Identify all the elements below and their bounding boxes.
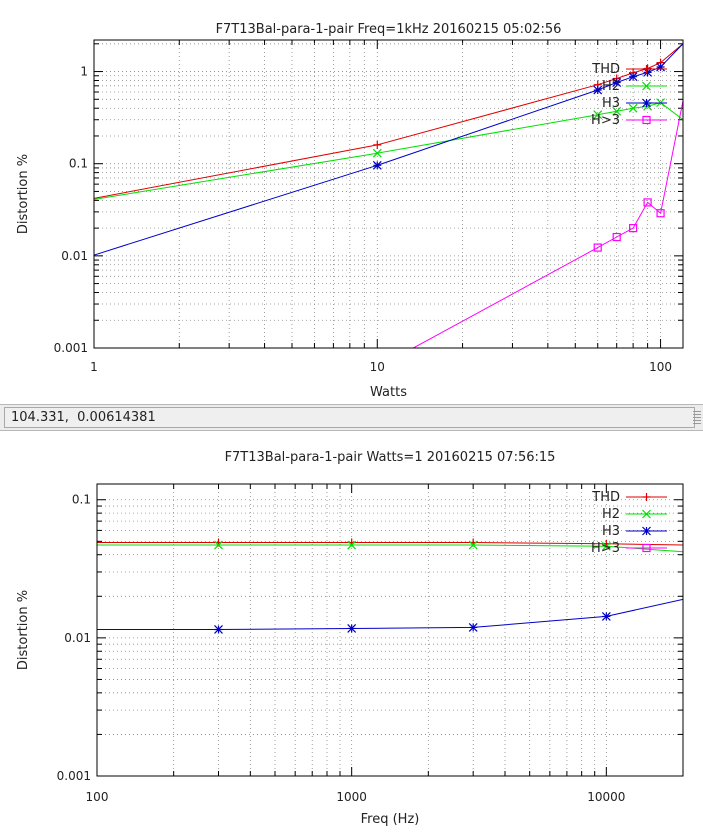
status-bar: 104.331, 0.00614381 [0, 404, 703, 431]
series-h-3-line [412, 100, 683, 348]
x-tick-label: 100 [86, 790, 109, 804]
series-h3-point [214, 625, 223, 634]
series-h2-point [612, 106, 622, 116]
chart-panel-power[interactable]: F7T13Bal-para-1-pair Freq=1kHz 20160215 … [0, 0, 703, 404]
series-h3-point [601, 611, 611, 621]
y-tick-label: 0.01 [61, 249, 88, 263]
distortion-vs-power-chart[interactable]: F7T13Bal-para-1-pair Freq=1kHz 20160215 … [0, 0, 703, 404]
series-h3-point [372, 160, 382, 170]
series-h-3-point [643, 198, 652, 207]
distortion-vs-frequency-chart[interactable]: F7T13Bal-para-1-pair Watts=1 20160215 07… [0, 432, 703, 833]
series-h-3-point [656, 209, 665, 218]
legend-label-h-3: H>3 [591, 541, 620, 556]
chart-title: F7T13Bal-para-1-pair Watts=1 20160215 07… [225, 450, 556, 465]
plot-border [96, 483, 684, 777]
series-h-3-point [612, 232, 621, 242]
legend: THD H2 H3 H>3 [591, 490, 667, 556]
grid [96, 484, 684, 777]
legend-marker [642, 509, 651, 519]
y-tick-label: 0.001 [54, 341, 88, 355]
chart-title: F7T13Bal-para-1-pair Freq=1kHz 20160215 … [216, 22, 562, 37]
legend-marker [642, 493, 651, 501]
series-h3-point [612, 78, 622, 87]
grid [93, 40, 683, 349]
y-tick-label: 0.001 [57, 769, 91, 783]
legend-marker [642, 98, 651, 108]
x-axis-label: Watts [370, 385, 407, 400]
series-h2-point [628, 103, 638, 113]
plot-border [93, 39, 684, 349]
series-h2-point [593, 110, 603, 120]
series-h2-point [468, 540, 478, 550]
legend-label-h3: H3 [602, 96, 620, 111]
y-axis-label: Distortion % [16, 590, 31, 670]
legend-label-h3: H3 [602, 524, 620, 539]
series-h3-point [468, 623, 478, 632]
x-tick-label: 10 [370, 360, 385, 374]
y-tick-label: 0.01 [64, 631, 91, 645]
series-h-3-point [593, 243, 602, 252]
series-h2-point [347, 540, 357, 550]
y-axis-label: Distortion % [16, 154, 31, 234]
y-tick-label: 1 [80, 65, 88, 79]
series-h2-line [97, 544, 683, 553]
coordinate-readout: 104.331, 0.00614381 [11, 410, 156, 425]
series-h2-point [601, 541, 611, 551]
coordinate-readout-box: 104.331, 0.00614381 [4, 407, 695, 428]
series-thd-point [373, 140, 382, 149]
series-h3-point [593, 85, 603, 95]
series-h3-point [643, 67, 653, 77]
legend-label-h2: H2 [602, 79, 620, 94]
chart-panel-frequency[interactable]: F7T13Bal-para-1-pair Watts=1 20160215 07… [0, 432, 703, 833]
legend-label-h-3: H>3 [591, 113, 620, 128]
series-h3-point [347, 624, 357, 633]
y-tick-label: 0.1 [69, 157, 88, 171]
legend-label-thd: THD [591, 62, 620, 77]
series-h3-line [94, 43, 683, 256]
legend-marker [642, 81, 651, 91]
resize-grip-icon[interactable] [693, 411, 701, 425]
legend-label-thd: THD [591, 490, 620, 505]
legend-marker [642, 65, 651, 73]
plot-area [97, 538, 683, 634]
legend-label-h2: H2 [602, 507, 620, 522]
legend-marker [642, 115, 651, 125]
series-h2-point [372, 148, 382, 158]
x-tick-label: 1000 [336, 790, 367, 804]
legend: THD H2 H3 H>3 [591, 62, 667, 128]
x-axis-label: Freq (Hz) [361, 812, 420, 827]
series-h3-point [656, 62, 665, 72]
series-h2-point [214, 540, 223, 550]
series-h3-line [97, 598, 683, 630]
x-tick-label: 1 [90, 360, 98, 374]
legend-marker [642, 543, 651, 553]
series-h3-point [628, 72, 638, 82]
x-tick-label: 100 [649, 360, 672, 374]
x-tick-label: 10000 [587, 790, 625, 804]
series-thd-line [94, 43, 683, 199]
y-tick-label: 0.1 [72, 493, 91, 507]
legend-marker [642, 526, 651, 536]
series-thd-line [97, 542, 683, 546]
series-h-3-point [629, 224, 638, 233]
plot-area [94, 43, 683, 348]
series-h2-point [643, 101, 653, 111]
